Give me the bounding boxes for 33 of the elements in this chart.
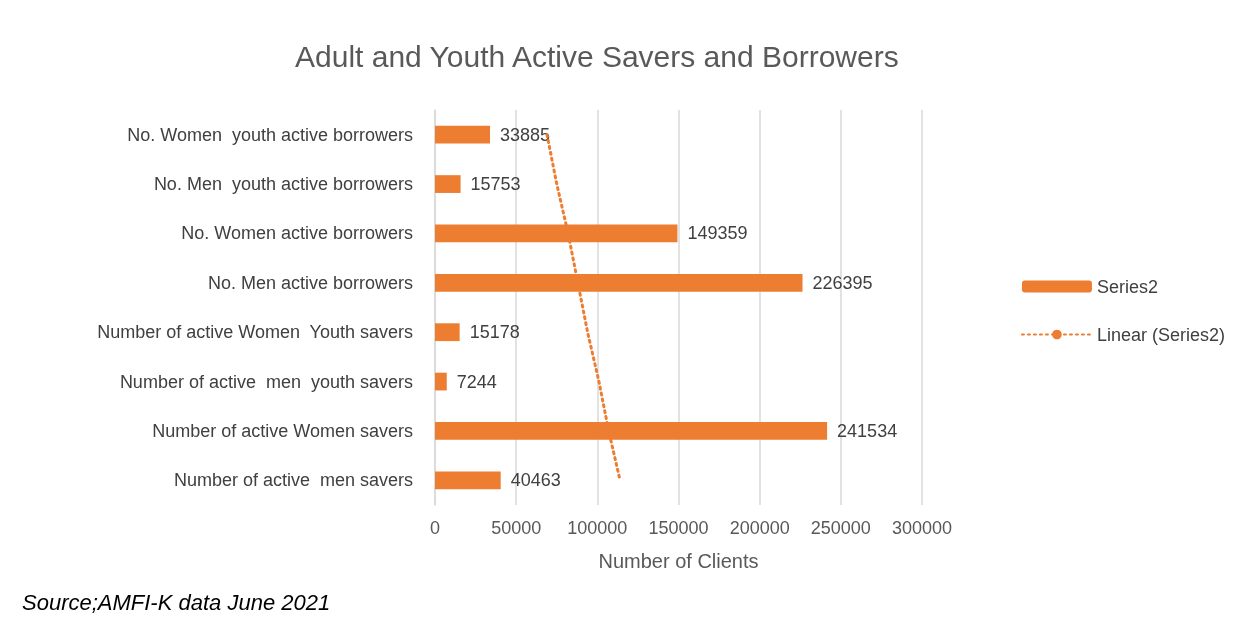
data-label: 226395 [812, 272, 873, 293]
bar [435, 175, 461, 193]
bar [435, 471, 501, 490]
data-label: 33885 [500, 124, 551, 145]
data-label: 15753 [470, 174, 521, 195]
x-tick-label: 250000 [810, 518, 871, 538]
x-tick-label: 300000 [891, 518, 953, 538]
y-tick-label: Number of active men youth savers [119, 371, 413, 392]
x-tick-label: 0 [429, 518, 441, 538]
chart-title: Adult and Youth Active Savers and Borrowers [295, 39, 899, 73]
y-tick-label: Number of active Women savers [152, 420, 413, 441]
y-tick-label: No. Men active borrowers [207, 272, 413, 293]
x-axis-title: Number of Clients [598, 550, 759, 572]
data-label: 40463 [510, 470, 561, 491]
source-note: Source;AMFI-K data June 2021 [22, 589, 331, 615]
x-tick-label: 200000 [729, 518, 790, 538]
bar [435, 372, 447, 391]
y-tick-label: No. Men youth active borrowers [153, 174, 413, 195]
data-label: 7244 [456, 371, 497, 392]
y-tick-label: Number of active men savers [173, 470, 413, 491]
x-tick-label: 50000 [491, 518, 542, 538]
data-label: 15178 [469, 322, 520, 343]
x-tick-label: 150000 [648, 518, 709, 538]
bar [435, 125, 491, 144]
y-tick-label: Number of active Women Youth savers [97, 322, 413, 343]
y-tick-label: No. Women active borrowers [181, 223, 413, 244]
data-label: 149359 [687, 223, 748, 244]
data-label: 241534 [837, 420, 898, 441]
bar [435, 323, 460, 342]
x-tick-label: 100000 [567, 518, 628, 538]
legend-label: Series2 [1096, 276, 1158, 297]
legend-label: Linear (Series2) [1096, 324, 1226, 345]
y-tick-label: No. Women youth active borrowers [127, 124, 413, 145]
